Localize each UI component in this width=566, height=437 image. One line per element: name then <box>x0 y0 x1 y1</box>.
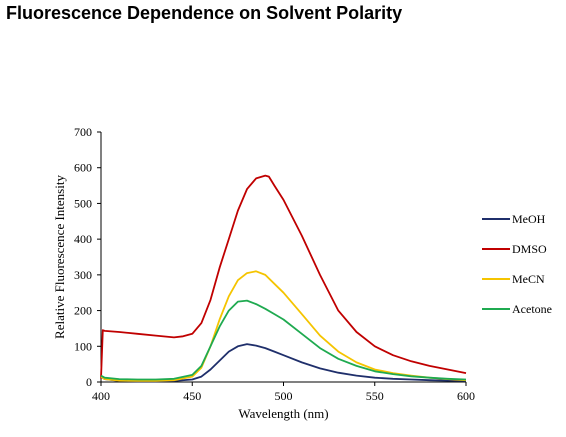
y-tick-label: 300 <box>74 268 92 282</box>
x-tick-label: 500 <box>275 389 293 403</box>
series-line-mecn <box>100 270 467 382</box>
legend-label-acetone: Acetone <box>512 302 552 316</box>
x-tick-label: 400 <box>92 389 110 403</box>
series-line-acetone <box>100 299 467 381</box>
y-tick-label: 400 <box>74 232 92 246</box>
y-axis-title: Relative Fluorescence Intensity <box>52 175 67 339</box>
series-line-dmso <box>100 174 467 379</box>
x-axis-title: Wavelength (nm) <box>238 406 328 421</box>
y-tick-label: 500 <box>74 196 92 210</box>
y-tick-label: 200 <box>74 304 92 318</box>
legend-label-dmso: DMSO <box>512 242 547 256</box>
y-tick-label: 100 <box>74 339 92 353</box>
x-tick-label: 550 <box>366 389 384 403</box>
legend-label-meoh: MeOH <box>512 212 546 226</box>
page-title: Fluorescence Dependence on Solvent Polar… <box>6 3 403 23</box>
y-tick-label: 0 <box>86 375 92 389</box>
y-tick-label: 600 <box>74 161 92 175</box>
y-tick-label: 700 <box>74 125 92 139</box>
x-tick-label: 600 <box>457 389 475 403</box>
legend-label-mecn: MeCN <box>512 272 545 286</box>
x-tick-label: 450 <box>183 389 201 403</box>
